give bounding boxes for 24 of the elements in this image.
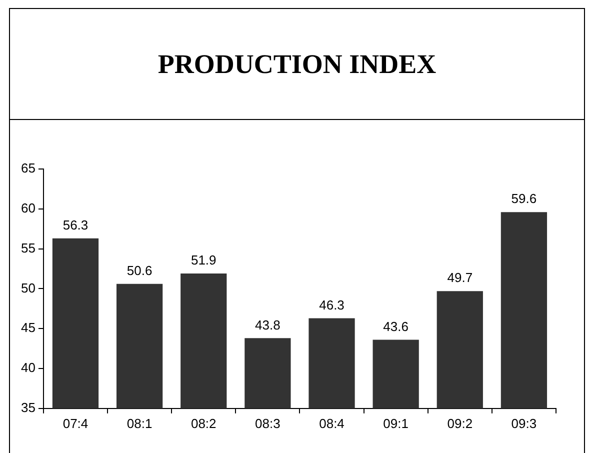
x-tick-label: 09:1 xyxy=(383,416,408,431)
y-tick-label: 65 xyxy=(20,160,36,176)
x-tick-label: 09:2 xyxy=(447,416,473,431)
data-label: 43.8 xyxy=(255,317,280,332)
data-label: 50.6 xyxy=(126,262,152,278)
data-label: 59.6 xyxy=(511,191,537,206)
data-label: 46.3 xyxy=(319,297,344,312)
data-label: 56.3 xyxy=(62,218,88,233)
data-label: 43.6 xyxy=(383,318,408,334)
x-tick-label: 07:4 xyxy=(62,416,88,431)
x-tick-label: 09:3 xyxy=(511,416,537,431)
chart-title: PRODUCTION INDEX xyxy=(10,9,584,120)
data-label: 49.7 xyxy=(447,270,473,286)
y-tick-label: 60 xyxy=(20,200,36,216)
y-tick-label: 55 xyxy=(20,240,36,256)
x-tick-label: 08:3 xyxy=(255,416,280,431)
x-tick-label: 08:4 xyxy=(319,416,344,431)
x-tick-label: 08:1 xyxy=(126,416,152,431)
data-label: 51.9 xyxy=(190,252,216,268)
y-tick-label: 40 xyxy=(20,360,36,376)
y-tick-label: 35 xyxy=(20,400,36,415)
x-tick-label: 08:2 xyxy=(190,416,216,431)
y-tick-label: 45 xyxy=(20,320,36,336)
y-tick-label: 50 xyxy=(20,280,36,296)
